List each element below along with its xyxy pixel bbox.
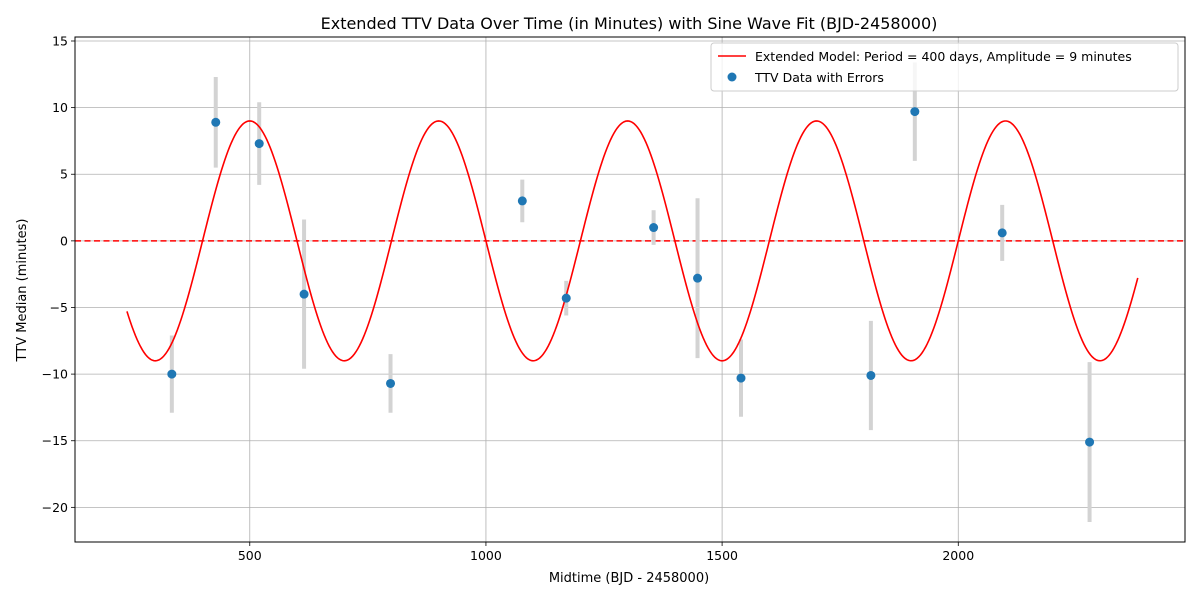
data-point	[866, 370, 876, 380]
data-point	[517, 196, 527, 206]
x-tick-label: 2000	[942, 548, 974, 563]
data-point	[211, 117, 221, 127]
data-point	[649, 223, 659, 233]
data-points	[167, 107, 1095, 447]
model-sine-curve	[126, 120, 1139, 362]
legend-points-label: TTV Data with Errors	[754, 70, 884, 85]
data-point	[167, 369, 177, 379]
legend-box	[710, 42, 1179, 92]
data-point	[1085, 437, 1095, 447]
model-curve-group	[126, 120, 1139, 362]
x-tick-label: 500	[238, 548, 262, 563]
x-axis-title: Midtime (BJD - 2458000)	[549, 571, 709, 586]
chart-title: Extended TTV Data Over Time (in Minutes)…	[321, 14, 938, 33]
data-point	[299, 289, 309, 299]
legend-points-swatch	[727, 72, 737, 82]
axis-ticks: 500 1000 1500 2000 −20 −15 −10 −5 0 5 10 15	[42, 33, 975, 563]
plot-frame	[74, 36, 1186, 543]
data-point	[561, 293, 571, 303]
y-tick-label: 5	[60, 167, 68, 182]
data-point	[254, 139, 264, 149]
legend: Extended Model: Period = 400 days, Ampli…	[710, 42, 1179, 92]
data-point	[693, 273, 703, 283]
data-point	[736, 373, 746, 383]
data-point	[386, 378, 396, 388]
y-tick-label: −20	[42, 500, 68, 515]
x-tick-label: 1500	[706, 548, 738, 563]
y-tick-label: −10	[42, 367, 68, 382]
x-tick-label: 1000	[470, 548, 502, 563]
y-tick-label: −5	[50, 300, 68, 315]
data-point	[910, 107, 920, 117]
legend-model-label: Extended Model: Period = 400 days, Ampli…	[755, 49, 1132, 64]
y-tick-label: 0	[60, 233, 68, 248]
y-tick-label: −15	[42, 433, 68, 448]
data-point	[997, 228, 1007, 238]
y-tick-label: 15	[52, 33, 68, 48]
y-axis-title: TTV Median (minutes)	[15, 219, 30, 363]
y-tick-label: 10	[52, 100, 68, 115]
